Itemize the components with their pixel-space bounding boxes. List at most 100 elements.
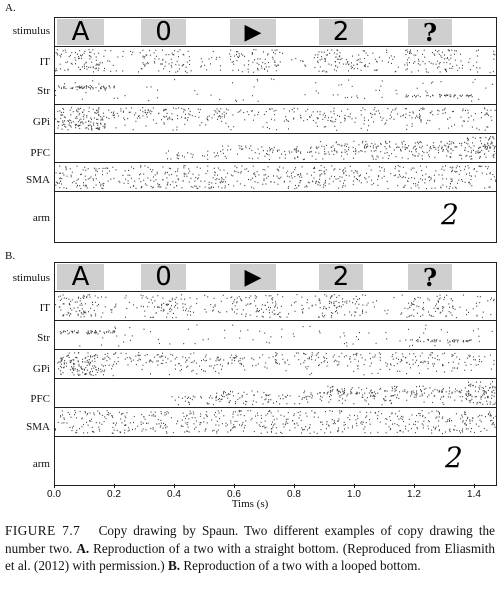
spike-mark <box>416 392 418 394</box>
spike-mark <box>491 142 493 144</box>
spike-mark <box>495 179 496 181</box>
spike-mark <box>208 183 210 185</box>
spike-mark <box>308 307 310 309</box>
spike-mark <box>349 113 351 115</box>
spike-mark <box>85 127 87 129</box>
spike-mark <box>92 86 94 89</box>
spike-mark <box>144 64 146 66</box>
spike-mark <box>464 411 465 413</box>
spike-mark <box>344 179 346 182</box>
spike-mark <box>138 352 140 354</box>
spike-mark <box>88 121 90 123</box>
spike-mark <box>65 61 67 64</box>
spike-mark <box>275 352 277 354</box>
spike-mark <box>362 421 364 423</box>
spike-mark <box>465 364 467 366</box>
spike-mark <box>333 52 335 54</box>
spike-mark <box>494 386 496 388</box>
spike-mark <box>346 395 348 397</box>
spike-mark <box>411 177 413 179</box>
spike-mark <box>65 169 67 171</box>
spike-mark <box>415 420 416 423</box>
spike-mark <box>361 421 363 423</box>
spike-mark <box>319 141 321 143</box>
spike-mark <box>75 59 77 61</box>
spike-mark <box>475 152 477 154</box>
spike-mark <box>81 87 83 89</box>
spike-mark <box>55 70 56 72</box>
spike-mark <box>491 391 493 393</box>
spike-mark <box>482 403 484 405</box>
spike-mark <box>477 71 479 73</box>
spike-mark <box>404 144 406 146</box>
spike-mark <box>472 417 474 420</box>
spike-mark <box>168 300 170 302</box>
spike-mark <box>68 298 70 300</box>
spike-mark <box>140 187 142 189</box>
spike-mark <box>314 54 316 56</box>
spike-mark <box>88 372 90 374</box>
spike-mark <box>407 51 409 53</box>
spike-mark <box>81 98 83 100</box>
spike-mark <box>80 57 82 59</box>
spike-mark <box>111 311 113 313</box>
spike-mark <box>295 167 297 169</box>
spike-mark <box>199 424 201 426</box>
spike-mark <box>228 184 230 186</box>
spike-mark <box>102 337 104 339</box>
spike-mark <box>213 152 215 154</box>
spike-mark <box>494 54 496 56</box>
spike-mark <box>247 68 249 70</box>
spike-mark <box>449 419 450 421</box>
spike-mark <box>444 296 445 298</box>
spike-mark <box>453 95 455 97</box>
spike-mark <box>430 146 431 148</box>
spike-mark <box>317 118 319 120</box>
spike-mark <box>331 49 333 51</box>
spike-mark <box>370 112 372 114</box>
spike-mark <box>360 174 361 176</box>
spike-mark <box>317 56 319 59</box>
spike-mark <box>196 187 198 189</box>
spike-mark <box>118 345 120 347</box>
spike-mark <box>78 108 80 110</box>
spike-mark <box>158 112 160 114</box>
spike-mark <box>466 313 467 316</box>
spike-mark <box>370 150 372 152</box>
spike-mark <box>149 168 151 170</box>
spike-mark <box>192 395 194 397</box>
spike-mark <box>418 109 420 111</box>
spike-mark <box>278 395 280 397</box>
spike-mark <box>319 332 321 334</box>
spike-mark <box>480 140 481 142</box>
spike-mark <box>487 147 488 149</box>
spike-mark <box>278 363 280 365</box>
spike-mark <box>133 415 135 418</box>
spike-mark <box>149 110 151 112</box>
spike-mark <box>458 67 460 69</box>
spike-mark <box>209 358 211 360</box>
spike-mark <box>69 369 71 371</box>
spike-mark <box>145 63 147 65</box>
spike-mark <box>97 127 99 129</box>
spike-mark <box>354 311 356 313</box>
spike-mark <box>334 359 336 361</box>
spike-mark <box>207 116 209 118</box>
spike-mark <box>64 120 65 122</box>
spike-mark <box>277 294 279 296</box>
spike-mark <box>218 186 220 188</box>
spike-mark <box>467 95 469 97</box>
spike-mark <box>400 115 402 117</box>
spike-mark <box>275 305 276 307</box>
spike-mark <box>103 70 105 72</box>
spike-mark <box>381 96 383 98</box>
spike-mark <box>417 339 419 341</box>
spike-mark <box>301 432 303 434</box>
spike-mark <box>88 361 90 363</box>
spike-mark <box>206 69 208 71</box>
spike-mark <box>352 157 354 159</box>
spike-mark <box>63 330 65 333</box>
spike-mark <box>414 145 416 147</box>
spike-mark <box>124 297 126 299</box>
spike-mark <box>216 178 218 180</box>
